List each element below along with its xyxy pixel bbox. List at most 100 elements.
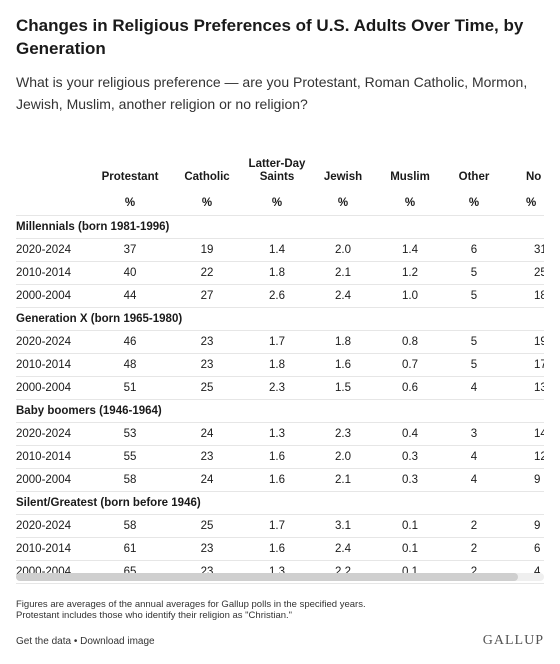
value-cell: 14	[502, 422, 544, 446]
table-row: 2010-2014 40 22 1.8 2.1 1.2 5 25	[16, 261, 544, 285]
value-cell: 1.4	[242, 238, 312, 262]
value-cell: 18	[502, 284, 544, 308]
download-image-link[interactable]: Download image	[80, 636, 155, 647]
period-cell: 2000-2004	[16, 468, 88, 492]
value-cell: 23	[172, 353, 242, 377]
value-cell: 1.8	[312, 330, 374, 354]
group-label: Generation X (born 1965-1980)	[16, 307, 544, 331]
group-label: Baby boomers (1946-1964)	[16, 399, 544, 423]
value-cell: 19	[502, 330, 544, 354]
period-cell: 2020-2024	[16, 514, 88, 538]
period-cell: 2010-2014	[16, 353, 88, 377]
table-row: 2010-2014 61 23 1.6 2.4 0.1 2 6	[16, 537, 544, 561]
value-cell: 4	[446, 376, 502, 400]
value-cell: 0.1	[374, 514, 446, 538]
group-header-row: Baby boomers (1946-1964)	[16, 399, 544, 423]
value-cell: 3	[446, 422, 502, 446]
value-cell: 1.4	[374, 238, 446, 262]
value-cell: 37	[88, 238, 172, 262]
unit-label: %	[242, 191, 312, 216]
value-cell: 23	[172, 330, 242, 354]
period-cell: 2000-2004	[16, 284, 88, 308]
table-row: 2020-2024 37 19 1.4 2.0 1.4 6 31	[16, 238, 544, 262]
scrollbar-thumb[interactable]	[16, 573, 518, 581]
value-cell: 25	[172, 376, 242, 400]
period-cell: 2010-2014	[16, 445, 88, 469]
value-cell: 1.6	[242, 445, 312, 469]
value-cell: 4	[446, 445, 502, 469]
column-header-catholic: Catholic	[184, 171, 230, 183]
chart-subtitle: What is your religious preference — are …	[16, 74, 528, 112]
unit-label: %	[172, 191, 242, 216]
value-cell: 24	[172, 468, 242, 492]
value-cell: 24	[172, 422, 242, 446]
value-cell: 0.3	[374, 445, 446, 469]
value-cell: 40	[88, 261, 172, 285]
value-cell: 1.6	[242, 468, 312, 492]
value-cell: 51	[88, 376, 172, 400]
value-cell: 27	[172, 284, 242, 308]
value-cell: 5	[446, 284, 502, 308]
footnote-line: Protestant includes those who identify t…	[16, 610, 293, 621]
value-cell: 23	[172, 537, 242, 561]
horizontal-scrollbar[interactable]	[16, 573, 544, 581]
value-cell: 46	[88, 330, 172, 354]
value-cell: 0.1	[374, 537, 446, 561]
period-cell: 2020-2024	[16, 238, 88, 262]
table-row: 2020-2024 58 25 1.7 3.1 0.1 2 9	[16, 514, 544, 538]
value-cell: 0.6	[374, 376, 446, 400]
footer-links: Get the data • Download image	[16, 636, 155, 647]
get-data-link[interactable]: Get the data	[16, 636, 72, 647]
value-cell: 2	[446, 514, 502, 538]
column-header-jewish: Jewish	[323, 171, 363, 183]
table-row: 2000-2004 51 25 2.3 1.5 0.6 4 13	[16, 376, 544, 400]
table-row: 2020-2024 53 24 1.3 2.3 0.4 3 14	[16, 422, 544, 446]
unit-label: %	[446, 191, 502, 216]
column-header-protestant: Protestant	[101, 171, 159, 183]
value-cell: 17	[502, 353, 544, 377]
value-cell: 25	[502, 261, 544, 285]
value-cell: 1.8	[242, 261, 312, 285]
value-cell: 1.0	[374, 284, 446, 308]
value-cell: 3.1	[312, 514, 374, 538]
value-cell: 2.4	[312, 537, 374, 561]
value-cell: 2.1	[312, 261, 374, 285]
group-header-row: Silent/Greatest (born before 1946)	[16, 491, 544, 515]
value-cell: 1.6	[312, 353, 374, 377]
column-header-no-religion: No religion	[526, 171, 544, 183]
group-label: Millennials (born 1981-1996)	[16, 215, 544, 239]
data-table: Protestant Catholic Latter-Day Saints Je…	[16, 140, 544, 584]
value-cell: 61	[88, 537, 172, 561]
value-cell: 22	[172, 261, 242, 285]
value-cell: 19	[172, 238, 242, 262]
value-cell: 6	[446, 238, 502, 262]
value-cell: 53	[88, 422, 172, 446]
unit-blank	[16, 191, 88, 216]
value-cell: 12	[502, 445, 544, 469]
value-cell: 2.1	[312, 468, 374, 492]
value-cell: 1.8	[242, 353, 312, 377]
footnote: Figures are averages of the annual avera…	[16, 599, 536, 621]
unit-row: % % % % % % %	[16, 191, 544, 216]
value-cell: 1.6	[242, 537, 312, 561]
value-cell: 31	[502, 238, 544, 262]
value-cell: 2.3	[312, 422, 374, 446]
value-cell: 2.0	[312, 445, 374, 469]
group-header-row: Generation X (born 1965-1980)	[16, 307, 544, 331]
value-cell: 5	[446, 353, 502, 377]
unit-label: %	[502, 191, 544, 216]
value-cell: 1.2	[374, 261, 446, 285]
value-cell: 9	[502, 468, 544, 492]
value-cell: 4	[446, 468, 502, 492]
chart-title: Changes in Religious Preferences of U.S.…	[16, 16, 524, 58]
column-header-muslim: Muslim	[390, 171, 430, 183]
period-cell: 2010-2014	[16, 537, 88, 561]
value-cell: 1.7	[242, 330, 312, 354]
value-cell: 25	[172, 514, 242, 538]
table-row: 2010-2014 48 23 1.8 1.6 0.7 5 17	[16, 353, 544, 377]
table-scroll-container[interactable]: Protestant Catholic Latter-Day Saints Je…	[16, 140, 544, 584]
value-cell: 5	[446, 330, 502, 354]
value-cell: 2.6	[242, 284, 312, 308]
value-cell: 48	[88, 353, 172, 377]
value-cell: 1.3	[242, 422, 312, 446]
